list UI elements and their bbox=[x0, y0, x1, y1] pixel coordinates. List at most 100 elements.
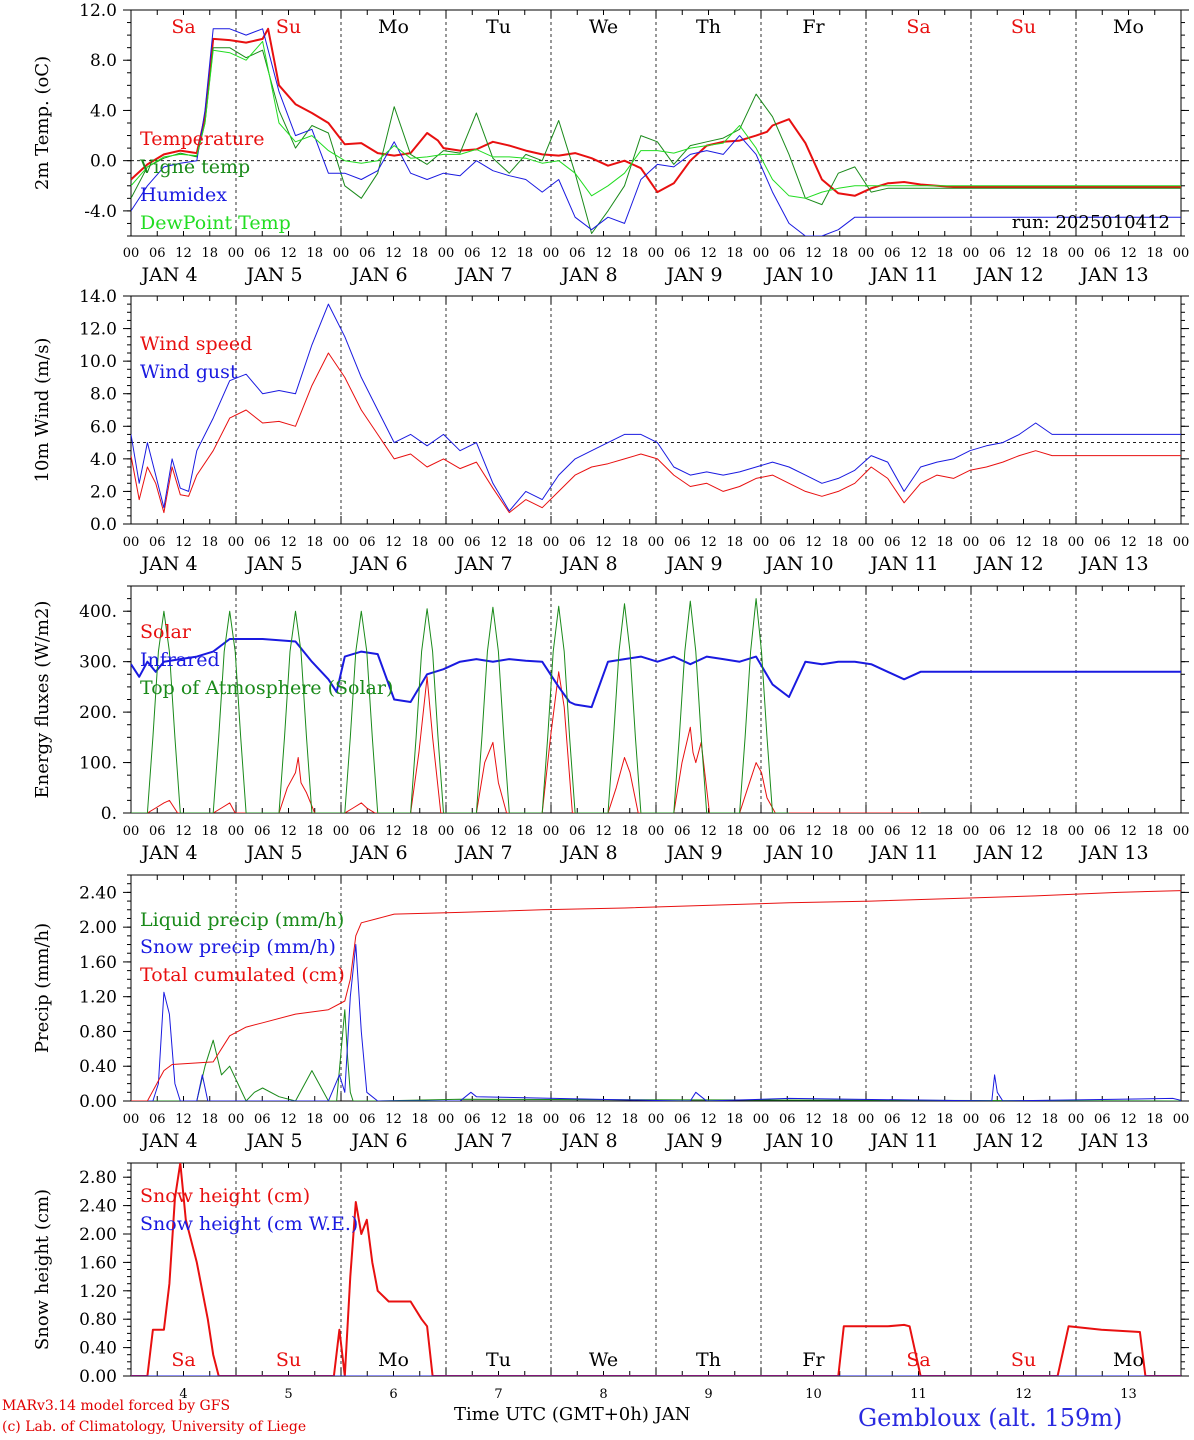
hour-label: 00 bbox=[123, 824, 140, 839]
weekday-label-top: Su bbox=[1011, 16, 1036, 38]
y-tick-label: 0.00 bbox=[79, 1092, 117, 1112]
series-wind-gust bbox=[131, 303, 1181, 512]
hour-label: 18 bbox=[1146, 246, 1163, 261]
legend-entry: Infrared bbox=[140, 649, 220, 671]
date-label: JAN 5 bbox=[244, 1130, 302, 1152]
hour-label: 18 bbox=[1146, 824, 1163, 839]
y-tick-label: 4.0 bbox=[90, 450, 117, 470]
date-label: JAN 6 bbox=[349, 553, 407, 575]
hour-label: 12 bbox=[385, 1112, 402, 1127]
weekday-label-top: Sa bbox=[906, 16, 930, 38]
weekday-label-bottom: Su bbox=[1011, 1349, 1036, 1371]
date-label: JAN 11 bbox=[868, 264, 938, 286]
date-label: JAN 10 bbox=[763, 1130, 833, 1152]
hour-label: 06 bbox=[674, 824, 691, 839]
y-tick-label: 0.0 bbox=[90, 152, 117, 172]
hour-label: 12 bbox=[490, 535, 507, 550]
hour-label: 12 bbox=[910, 535, 927, 550]
hour-label: 18 bbox=[1041, 1112, 1058, 1127]
hour-label: 00 bbox=[963, 246, 980, 261]
legend-entry: Liquid precip (mm/h) bbox=[140, 909, 344, 931]
hour-label: 18 bbox=[201, 824, 218, 839]
day-number-label: 9 bbox=[704, 1387, 712, 1402]
hour-label: 18 bbox=[516, 1112, 533, 1127]
date-label: JAN 11 bbox=[868, 1130, 938, 1152]
hour-label: 00 bbox=[858, 246, 875, 261]
hour-label: 12 bbox=[1120, 535, 1137, 550]
hour-label: 00 bbox=[1173, 824, 1190, 839]
y-tick-label: 200. bbox=[79, 703, 117, 723]
hour-label: 06 bbox=[464, 535, 481, 550]
run-annotation: run: 2025010412 bbox=[1012, 212, 1170, 233]
hour-label: 00 bbox=[228, 824, 245, 839]
series-liquid-precip-mm-h- bbox=[131, 1009, 1181, 1101]
date-label: JAN 7 bbox=[454, 553, 512, 575]
date-label: JAN 12 bbox=[973, 553, 1043, 575]
hour-label: 06 bbox=[569, 824, 586, 839]
y-tick-label: 2.00 bbox=[79, 918, 117, 938]
legend-entry: Solar bbox=[140, 621, 192, 643]
series-vigne-temp bbox=[131, 47, 1181, 234]
hour-label: 18 bbox=[936, 246, 953, 261]
y-tick-label: 0.40 bbox=[79, 1057, 117, 1077]
day-number-label: 13 bbox=[1120, 1387, 1137, 1402]
series-humidex bbox=[131, 28, 1181, 236]
x-axis-title: Time UTC (GMT+0h) JAN bbox=[454, 1404, 691, 1425]
hour-label: 00 bbox=[1068, 535, 1085, 550]
hour-label: 12 bbox=[1015, 535, 1032, 550]
date-label: JAN 11 bbox=[868, 553, 938, 575]
hour-label: 12 bbox=[595, 246, 612, 261]
hour-label: 12 bbox=[700, 824, 717, 839]
y-tick-label: 12.0 bbox=[79, 320, 117, 340]
hour-label: 00 bbox=[1173, 246, 1190, 261]
day-number-label: 11 bbox=[910, 1387, 927, 1402]
weekday-label-bottom: Sa bbox=[906, 1349, 930, 1371]
y-tick-label: 300. bbox=[79, 653, 117, 673]
hour-label: 00 bbox=[1068, 246, 1085, 261]
y-tick-label: 8.0 bbox=[90, 51, 117, 71]
hour-label: 00 bbox=[648, 535, 665, 550]
legend-entry: Wind gust bbox=[140, 361, 238, 383]
hour-label: 12 bbox=[1015, 1112, 1032, 1127]
date-label: JAN 9 bbox=[664, 1130, 722, 1152]
hour-label: 12 bbox=[280, 535, 297, 550]
y-tick-label: 2.00 bbox=[79, 1225, 117, 1245]
weekday-label-bottom: Tu bbox=[486, 1349, 511, 1371]
weekday-label-bottom: Th bbox=[696, 1349, 721, 1371]
hour-label: 18 bbox=[1146, 1112, 1163, 1127]
date-label: JAN 12 bbox=[973, 264, 1043, 286]
hour-label: 18 bbox=[621, 246, 638, 261]
hour-label: 06 bbox=[359, 535, 376, 550]
legend-entry: Temperature bbox=[140, 128, 264, 150]
hour-label: 18 bbox=[936, 824, 953, 839]
date-label: JAN 12 bbox=[973, 1130, 1043, 1152]
date-label: JAN 9 bbox=[664, 553, 722, 575]
series-dewpoint-temp bbox=[131, 40, 1181, 199]
hour-label: 00 bbox=[1173, 1112, 1190, 1127]
weekday-label-top: Fr bbox=[802, 16, 825, 38]
hour-label: 12 bbox=[385, 824, 402, 839]
date-label: JAN 9 bbox=[664, 264, 722, 286]
y-axis-label: Energy fluxes (W/m2) bbox=[32, 601, 53, 799]
hour-label: 18 bbox=[1146, 535, 1163, 550]
hour-label: 00 bbox=[543, 1112, 560, 1127]
legend-entry: Top of Atmosphere (Solar) bbox=[140, 677, 393, 699]
hour-label: 18 bbox=[411, 1112, 428, 1127]
hour-label: 18 bbox=[1041, 246, 1058, 261]
hour-label: 06 bbox=[254, 1112, 271, 1127]
weekday-label-bottom: Sa bbox=[171, 1349, 195, 1371]
hour-label: 12 bbox=[490, 824, 507, 839]
weekday-label-bottom: Mo bbox=[1113, 1349, 1144, 1371]
weekday-label-top: Th bbox=[696, 16, 721, 38]
y-tick-label: 2.40 bbox=[79, 1197, 117, 1217]
hour-label: 06 bbox=[254, 824, 271, 839]
hour-label: 00 bbox=[858, 1112, 875, 1127]
hour-label: 18 bbox=[831, 535, 848, 550]
y-tick-label: 4.0 bbox=[90, 101, 117, 121]
weekday-label-top: Su bbox=[276, 16, 301, 38]
hour-label: 06 bbox=[254, 535, 271, 550]
hour-label: 00 bbox=[438, 535, 455, 550]
y-tick-label: 12.0 bbox=[79, 1, 117, 21]
date-label: JAN 10 bbox=[763, 264, 833, 286]
